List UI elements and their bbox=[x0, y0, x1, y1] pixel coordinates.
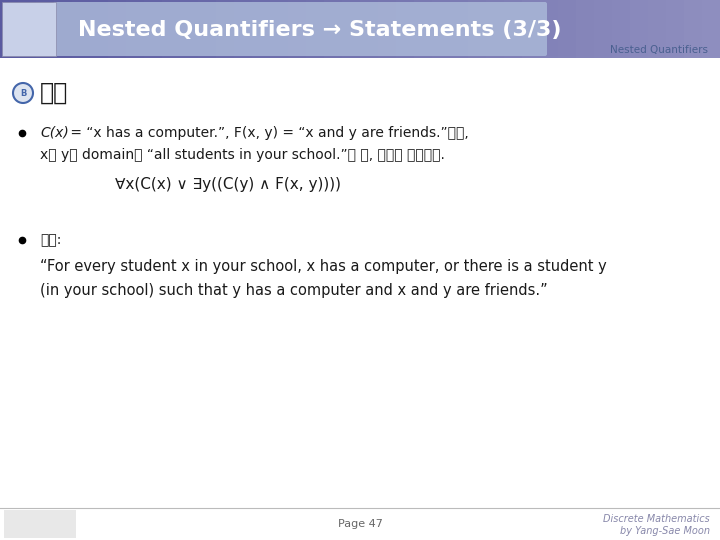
Bar bbox=[306, 0, 324, 58]
Bar bbox=[180, 0, 198, 58]
Bar bbox=[486, 0, 504, 58]
Bar bbox=[72, 0, 90, 58]
Bar bbox=[108, 0, 126, 58]
Bar bbox=[90, 0, 108, 58]
Text: Page 47: Page 47 bbox=[338, 519, 382, 529]
Bar bbox=[360, 0, 378, 58]
FancyBboxPatch shape bbox=[2, 2, 56, 56]
Bar bbox=[0, 0, 18, 58]
Text: by Yang-Sae Moon: by Yang-Sae Moon bbox=[620, 526, 710, 536]
Bar bbox=[558, 0, 576, 58]
Text: Nested Quantifiers: Nested Quantifiers bbox=[610, 45, 708, 55]
Bar bbox=[540, 0, 558, 58]
Bar bbox=[252, 0, 270, 58]
Text: x와 y의 domain이 “all students in your school.”일 때, 다음을 번역하라.: x와 y의 domain이 “all students in your scho… bbox=[40, 148, 445, 162]
FancyBboxPatch shape bbox=[53, 2, 547, 56]
Bar bbox=[396, 0, 414, 58]
Bar bbox=[648, 0, 666, 58]
Bar bbox=[414, 0, 432, 58]
Bar bbox=[378, 0, 396, 58]
Bar bbox=[18, 0, 36, 58]
Bar bbox=[666, 0, 684, 58]
Bar bbox=[198, 0, 216, 58]
Text: Nested Quantifiers → Statements (3/3): Nested Quantifiers → Statements (3/3) bbox=[78, 20, 562, 40]
Bar bbox=[684, 0, 702, 58]
Bar bbox=[324, 0, 342, 58]
Text: ∀x(C(x) ∨ ∃y((C(y) ∧ F(x, y)))): ∀x(C(x) ∨ ∃y((C(y) ∧ F(x, y)))) bbox=[115, 178, 341, 192]
FancyBboxPatch shape bbox=[4, 510, 76, 538]
Text: B: B bbox=[20, 89, 26, 98]
Bar bbox=[144, 0, 162, 58]
Bar bbox=[468, 0, 486, 58]
Bar bbox=[270, 0, 288, 58]
Text: C(x): C(x) bbox=[40, 126, 68, 140]
Bar bbox=[36, 0, 54, 58]
Text: (in your school) such that y has a computer and x and y are friends.”: (in your school) such that y has a compu… bbox=[40, 282, 548, 298]
Bar bbox=[630, 0, 648, 58]
Bar bbox=[594, 0, 612, 58]
Text: 풀이:: 풀이: bbox=[40, 233, 61, 247]
Bar bbox=[522, 0, 540, 58]
Bar bbox=[450, 0, 468, 58]
Text: Discrete Mathematics: Discrete Mathematics bbox=[603, 514, 710, 524]
Bar bbox=[216, 0, 234, 58]
Text: = “x has a computer.”, F(x, y) = “x and y are friends.”이고,: = “x has a computer.”, F(x, y) = “x and … bbox=[66, 126, 469, 140]
Bar bbox=[54, 0, 72, 58]
Bar bbox=[162, 0, 180, 58]
Bar bbox=[432, 0, 450, 58]
Bar bbox=[288, 0, 306, 58]
Bar bbox=[126, 0, 144, 58]
Text: “For every student x in your school, x has a computer, or there is a student y: “For every student x in your school, x h… bbox=[40, 259, 607, 273]
Bar bbox=[342, 0, 360, 58]
Bar bbox=[504, 0, 522, 58]
Bar bbox=[702, 0, 720, 58]
Bar bbox=[234, 0, 252, 58]
Bar bbox=[576, 0, 594, 58]
Text: 예제: 예제 bbox=[40, 81, 68, 105]
Circle shape bbox=[13, 83, 33, 103]
Bar bbox=[612, 0, 630, 58]
